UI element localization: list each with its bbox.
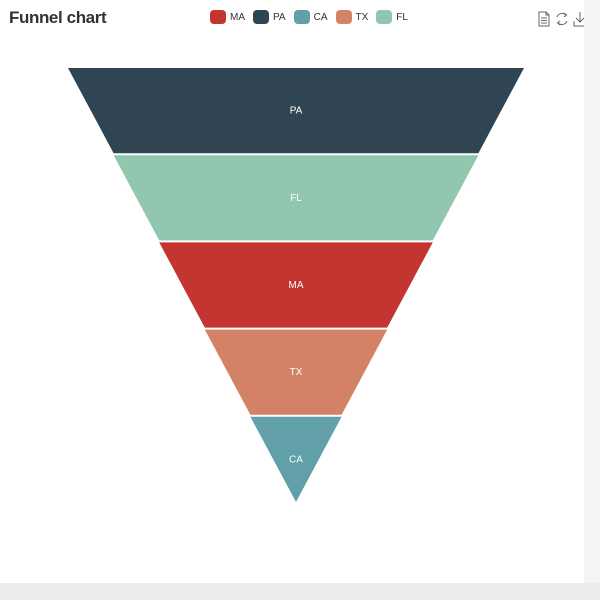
- legend-label-ca: CA: [313, 11, 328, 23]
- funnel-label-fl: FL: [290, 193, 302, 204]
- funnel-label-ca: CA: [289, 454, 303, 465]
- funnel-stage-tx[interactable]: [204, 329, 388, 415]
- legend-item-ma[interactable]: MA: [210, 10, 245, 24]
- legend-label-ma: MA: [230, 11, 245, 23]
- legend-item-tx[interactable]: TX: [335, 10, 369, 24]
- funnel-stage-pa[interactable]: [68, 68, 524, 154]
- scroll-area-edge: [584, 0, 600, 583]
- bottom-bar: [0, 583, 600, 600]
- legend-swatch-pa: [253, 10, 269, 24]
- funnel-stage-fl[interactable]: [113, 155, 479, 241]
- data-view-icon[interactable]: [536, 10, 552, 28]
- funnel-label-pa: PA: [290, 106, 303, 117]
- legend-swatch-ma: [210, 10, 226, 24]
- legend-label-fl: FL: [396, 11, 408, 23]
- funnel-label-tx: TX: [290, 367, 303, 378]
- restore-icon[interactable]: [554, 10, 570, 28]
- legend-label-pa: PA: [273, 11, 286, 23]
- chart-title: Funnel chart: [9, 8, 107, 27]
- legend-swatch-tx: [335, 10, 352, 24]
- funnel-stage-ma[interactable]: [159, 242, 433, 328]
- legend: MA PA CA TX FL: [210, 10, 416, 24]
- toolbox: [536, 10, 590, 28]
- funnel-label-ma: MA: [289, 280, 304, 291]
- legend-item-ca[interactable]: CA: [293, 10, 328, 24]
- legend-swatch-ca: [293, 10, 310, 24]
- funnel-stage-ca[interactable]: [250, 416, 342, 502]
- legend-item-fl[interactable]: FL: [376, 10, 408, 24]
- legend-label-tx: TX: [355, 11, 369, 23]
- legend-item-pa[interactable]: PA: [253, 10, 286, 24]
- legend-swatch-fl: [376, 10, 393, 24]
